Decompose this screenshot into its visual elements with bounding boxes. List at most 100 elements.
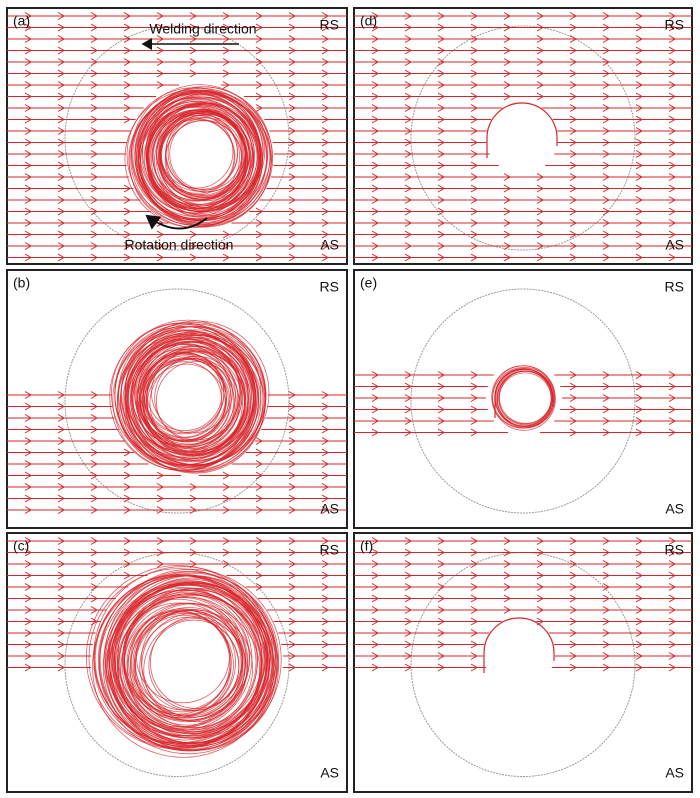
swirl: [112, 329, 255, 471]
swirl: [94, 574, 265, 745]
panel-label: (a): [13, 13, 30, 29]
streamline: [354, 196, 692, 204]
streamline: [354, 173, 692, 181]
streamline: [282, 652, 347, 660]
rs-label: RS: [320, 542, 339, 558]
streamline: [354, 417, 494, 425]
streamline: [7, 460, 149, 468]
streamline: [545, 161, 692, 170]
swirl: [143, 618, 248, 723]
swirl: [124, 89, 263, 228]
swirl: [158, 109, 246, 196]
streamline: [7, 414, 115, 422]
rs-label: RS: [665, 279, 684, 295]
domain-circle: [410, 552, 636, 777]
panel-label: (c): [13, 538, 29, 554]
swirl: [496, 370, 554, 428]
streamline: [354, 92, 692, 101]
streamline: [554, 371, 692, 379]
streamline: [245, 583, 347, 591]
swirl: [138, 90, 274, 226]
swirl: [140, 609, 244, 712]
streamline: [354, 138, 487, 147]
streamline: [553, 640, 692, 649]
panel: (a) RS AS Welding direction Rotation directi…: [6, 7, 348, 265]
streamline: [552, 115, 692, 124]
swirl: [109, 583, 272, 747]
streamline: [226, 571, 347, 580]
streamline: [7, 402, 113, 411]
as-label: AS: [320, 237, 339, 253]
rs-label: RS: [665, 542, 684, 558]
streamline: [243, 92, 347, 101]
as-label: AS: [665, 501, 684, 517]
streamline: [354, 230, 692, 239]
streamline-bump: [483, 617, 555, 673]
streamline: [354, 242, 692, 250]
streamline: [7, 161, 127, 170]
rs-label: RS: [320, 17, 339, 33]
swirl: [93, 573, 268, 748]
streamline: [7, 81, 180, 89]
rs-label: RS: [665, 17, 684, 33]
streamline: [354, 571, 692, 580]
panel: (d) RS AS: [353, 7, 693, 265]
swirl: [131, 84, 269, 222]
streamline: [261, 425, 347, 434]
panel-label: (b): [13, 275, 30, 291]
swirl: [147, 105, 255, 213]
domain-circle: [64, 288, 290, 514]
swirl: [129, 610, 246, 726]
streamline: [554, 150, 692, 158]
swirl: [494, 368, 553, 427]
streamline: [7, 448, 135, 457]
streamline: [354, 405, 488, 414]
swirl: [139, 616, 240, 717]
streamline: [7, 652, 92, 660]
swirl: [122, 588, 263, 729]
streamline: [7, 471, 182, 480]
streamline: [551, 663, 692, 672]
streamline: [7, 437, 125, 445]
panel: (e) RS AS: [353, 269, 693, 529]
streamline: [269, 127, 347, 135]
streamline: [278, 629, 347, 637]
streamline: [354, 150, 490, 158]
streamline: [245, 448, 347, 457]
swirl: [143, 106, 248, 210]
streamline: [231, 460, 347, 468]
panel-frame: [353, 532, 693, 793]
streamline: [354, 23, 692, 32]
swirl: [135, 96, 261, 221]
streamline: [539, 428, 692, 437]
swirl: [126, 603, 260, 737]
streamline: [265, 414, 347, 422]
streamline: [7, 150, 127, 158]
streamline: [560, 382, 692, 391]
panel-label: (f): [360, 538, 373, 554]
streamline: [273, 161, 347, 170]
streamline: [7, 58, 347, 66]
panel: (c) RS AS: [6, 532, 348, 793]
streamline: [7, 663, 92, 672]
streamline: [354, 184, 692, 193]
swirl: [145, 361, 222, 438]
rotation-direction: Rotation direction: [125, 237, 234, 253]
streamline: [7, 92, 157, 101]
swirl: [118, 326, 252, 460]
streamline: [354, 207, 692, 216]
swirl: [88, 568, 269, 749]
streamline: [7, 594, 116, 603]
panel: (f) RS AS: [353, 532, 693, 793]
streamline: [354, 253, 692, 262]
streamline: [7, 617, 101, 626]
streamline: [354, 629, 490, 637]
streamline: [354, 104, 503, 112]
streamline: [354, 81, 692, 89]
streamline: [7, 583, 129, 591]
streamline: [220, 81, 347, 89]
streamline: [7, 230, 347, 239]
streamline: [7, 219, 169, 227]
swirl: [131, 340, 246, 456]
